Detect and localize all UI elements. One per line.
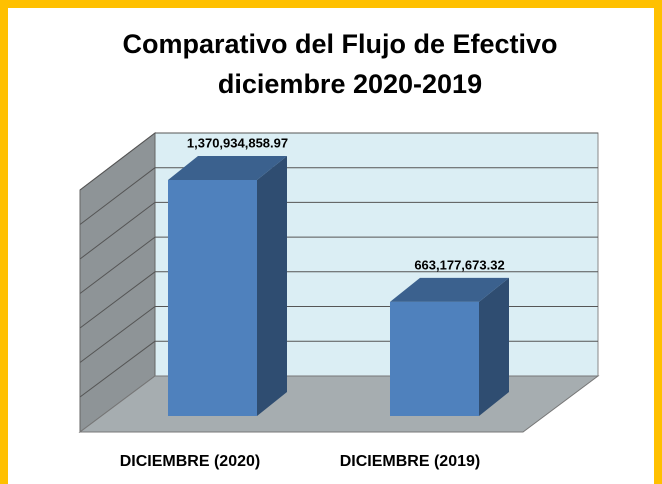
wall-line <box>79 271 156 329</box>
wall-line <box>79 132 156 191</box>
bar <box>390 301 479 416</box>
bar-top <box>390 277 509 302</box>
wall-line <box>79 306 156 363</box>
wall-line <box>79 340 156 398</box>
bar-top <box>168 156 287 180</box>
x-tick-label: DICIEMBRE (2019) <box>340 453 480 470</box>
chart-subtitle: diciembre 2020-2019 <box>218 69 482 99</box>
x-tick-label: DICIEMBRE (2020) <box>120 453 260 470</box>
bar-side <box>257 156 287 416</box>
bar-side <box>479 277 509 416</box>
wall-line <box>79 167 156 225</box>
value-label: 1,370,934,858.97 <box>187 135 288 150</box>
chart-title: Comparativo del Flujo de Efectivo <box>122 29 557 59</box>
value-label: 663,177,673.32 <box>414 257 504 272</box>
floor <box>78 375 600 433</box>
wall-line <box>79 236 156 294</box>
wall-line <box>79 202 156 260</box>
bar <box>168 180 257 416</box>
